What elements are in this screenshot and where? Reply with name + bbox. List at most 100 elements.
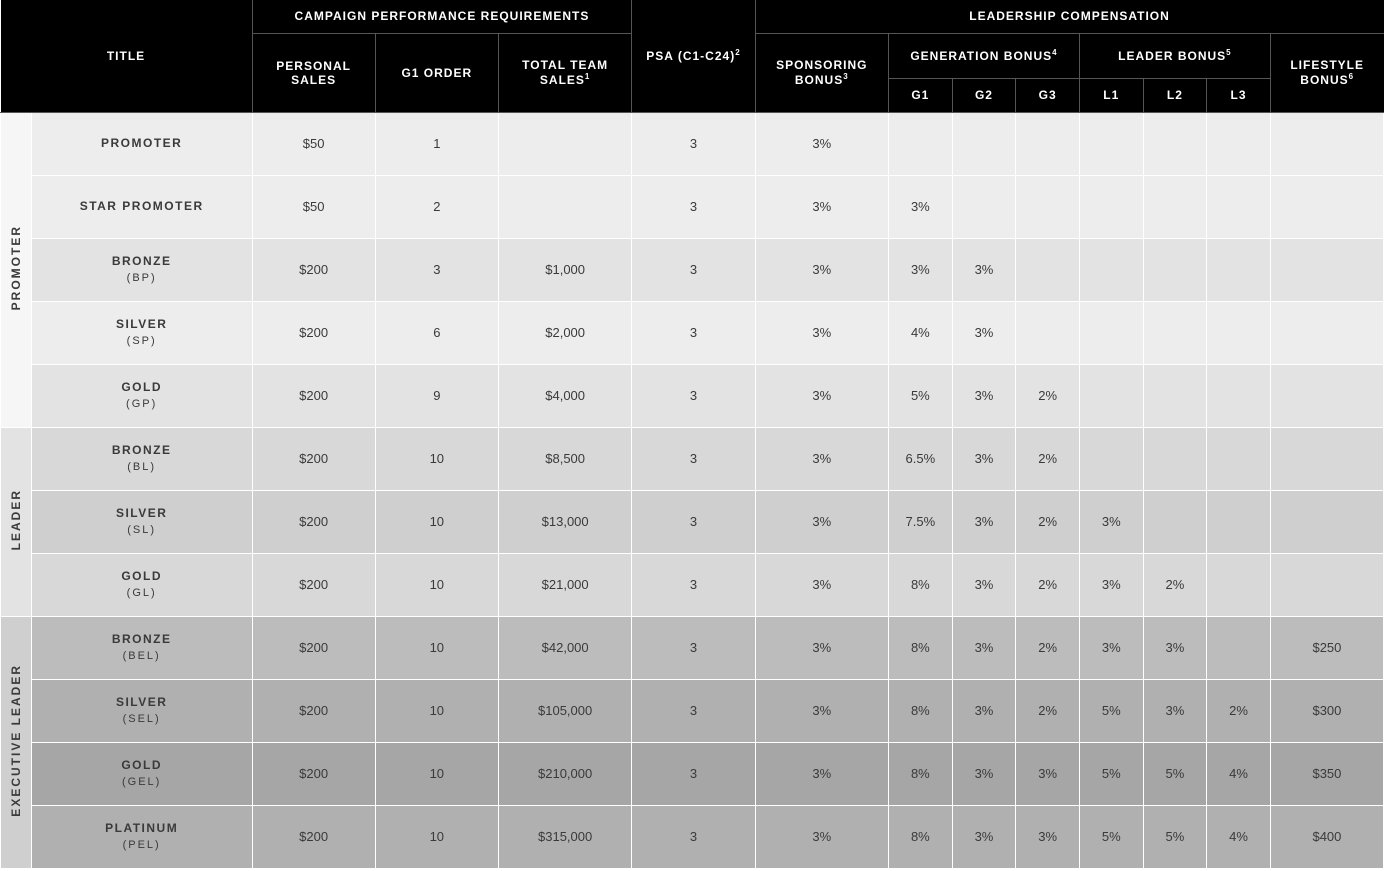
cell-ps: $200: [252, 679, 375, 742]
cell-l2: 5%: [1143, 805, 1207, 868]
cell-l1: 3%: [1079, 490, 1143, 553]
cell-tts: $21,000: [498, 553, 631, 616]
cell-g2: 3%: [952, 805, 1016, 868]
cell-ps: $200: [252, 490, 375, 553]
hdr-g1-order: G1 ORDER: [375, 33, 498, 112]
hdr-generation-bonus: GENERATION BONUS4: [889, 33, 1080, 78]
cell-g1o: 10: [375, 805, 498, 868]
cell-g2: 3%: [952, 616, 1016, 679]
cell-g1o: 10: [375, 490, 498, 553]
cell-g1o: 10: [375, 427, 498, 490]
title-cell: GOLD(GP): [31, 364, 252, 427]
table-row: GOLD(GP)$2009$4,00033%5%3%2%: [1, 364, 1384, 427]
cell-g2: [952, 175, 1016, 238]
cell-l2: 3%: [1143, 616, 1207, 679]
cell-g3: 2%: [1016, 679, 1080, 742]
cell-life: [1270, 301, 1383, 364]
cell-g1: 3%: [889, 175, 953, 238]
cell-g1o: 1: [375, 112, 498, 175]
table-row: SILVER(SL)$20010$13,00033%7.5%3%2%3%: [1, 490, 1384, 553]
cell-l2: [1143, 427, 1207, 490]
cell-g1: 7.5%: [889, 490, 953, 553]
cell-life: [1270, 175, 1383, 238]
cell-psa: 3: [632, 742, 755, 805]
cell-g2: 3%: [952, 553, 1016, 616]
cell-sb: 3%: [755, 553, 888, 616]
cell-ps: $50: [252, 112, 375, 175]
cell-g1: 3%: [889, 238, 953, 301]
cell-l2: [1143, 364, 1207, 427]
cell-g1o: 9: [375, 364, 498, 427]
cell-tts: [498, 175, 631, 238]
title-cell: SILVER(SP): [31, 301, 252, 364]
cell-l2: 2%: [1143, 553, 1207, 616]
cell-g1o: 3: [375, 238, 498, 301]
hdr-g3: G3: [1016, 78, 1080, 112]
cell-l3: 4%: [1207, 805, 1271, 868]
cell-sb: 3%: [755, 805, 888, 868]
cell-ps: $50: [252, 175, 375, 238]
cell-g1: 6.5%: [889, 427, 953, 490]
cell-g2: 3%: [952, 301, 1016, 364]
cell-g3: 2%: [1016, 553, 1080, 616]
cell-psa: 3: [632, 301, 755, 364]
cell-life: [1270, 553, 1383, 616]
cell-l3: [1207, 490, 1271, 553]
cell-sb: 3%: [755, 490, 888, 553]
cell-life: [1270, 238, 1383, 301]
table-row: SILVER(SP)$2006$2,00033%4%3%: [1, 301, 1384, 364]
cell-l3: 4%: [1207, 742, 1271, 805]
cell-tts: $105,000: [498, 679, 631, 742]
cell-g3: 2%: [1016, 427, 1080, 490]
table-row: PROMOTERPROMOTER$50133%: [1, 112, 1384, 175]
hdr-l3: L3: [1207, 78, 1271, 112]
cell-tts: $42,000: [498, 616, 631, 679]
hdr-l2: L2: [1143, 78, 1207, 112]
table-row: BRONZE(BP)$2003$1,00033%3%3%: [1, 238, 1384, 301]
cell-g3: 2%: [1016, 364, 1080, 427]
title-cell: BRONZE(BP): [31, 238, 252, 301]
cell-sb: 3%: [755, 679, 888, 742]
cell-g1: 8%: [889, 616, 953, 679]
table-row: GOLD(GEL)$20010$210,00033%8%3%3%5%5%4%$3…: [1, 742, 1384, 805]
cell-psa: 3: [632, 112, 755, 175]
cell-l2: [1143, 112, 1207, 175]
cell-l3: [1207, 616, 1271, 679]
group-label: PROMOTER: [1, 112, 32, 427]
cell-sb: 3%: [755, 364, 888, 427]
table-row: GOLD(GL)$20010$21,00033%8%3%2%3%2%: [1, 553, 1384, 616]
cell-sb: 3%: [755, 238, 888, 301]
cell-tts: $4,000: [498, 364, 631, 427]
cell-psa: 3: [632, 805, 755, 868]
cell-l3: [1207, 112, 1271, 175]
cell-psa: 3: [632, 679, 755, 742]
cell-l3: [1207, 175, 1271, 238]
title-cell: BRONZE(BEL): [31, 616, 252, 679]
title-cell: BRONZE(BL): [31, 427, 252, 490]
hdr-personal-sales: PERSONAL SALES: [252, 33, 375, 112]
title-cell: PROMOTER: [31, 112, 252, 175]
hdr-l1: L1: [1079, 78, 1143, 112]
cell-ps: $200: [252, 427, 375, 490]
table-body: PROMOTERPROMOTER$50133%STAR PROMOTER$502…: [1, 112, 1384, 868]
cell-g3: [1016, 301, 1080, 364]
cell-life: [1270, 427, 1383, 490]
cell-sb: 3%: [755, 616, 888, 679]
cell-sb: 3%: [755, 742, 888, 805]
cell-g3: [1016, 112, 1080, 175]
table-header: TITLE CAMPAIGN PERFORMANCE REQUIREMENTS …: [1, 0, 1384, 112]
cell-l3: 2%: [1207, 679, 1271, 742]
cell-g2: 3%: [952, 490, 1016, 553]
title-cell: GOLD(GEL): [31, 742, 252, 805]
cell-ps: $200: [252, 805, 375, 868]
cell-g2: [952, 112, 1016, 175]
hdr-leader-bonus: LEADER BONUS5: [1079, 33, 1270, 78]
cell-tts: $8,500: [498, 427, 631, 490]
cell-psa: 3: [632, 175, 755, 238]
cell-ps: $200: [252, 553, 375, 616]
cell-tts: $210,000: [498, 742, 631, 805]
cell-g2: 3%: [952, 679, 1016, 742]
cell-life: $350: [1270, 742, 1383, 805]
cell-tts: [498, 112, 631, 175]
cell-l3: [1207, 301, 1271, 364]
